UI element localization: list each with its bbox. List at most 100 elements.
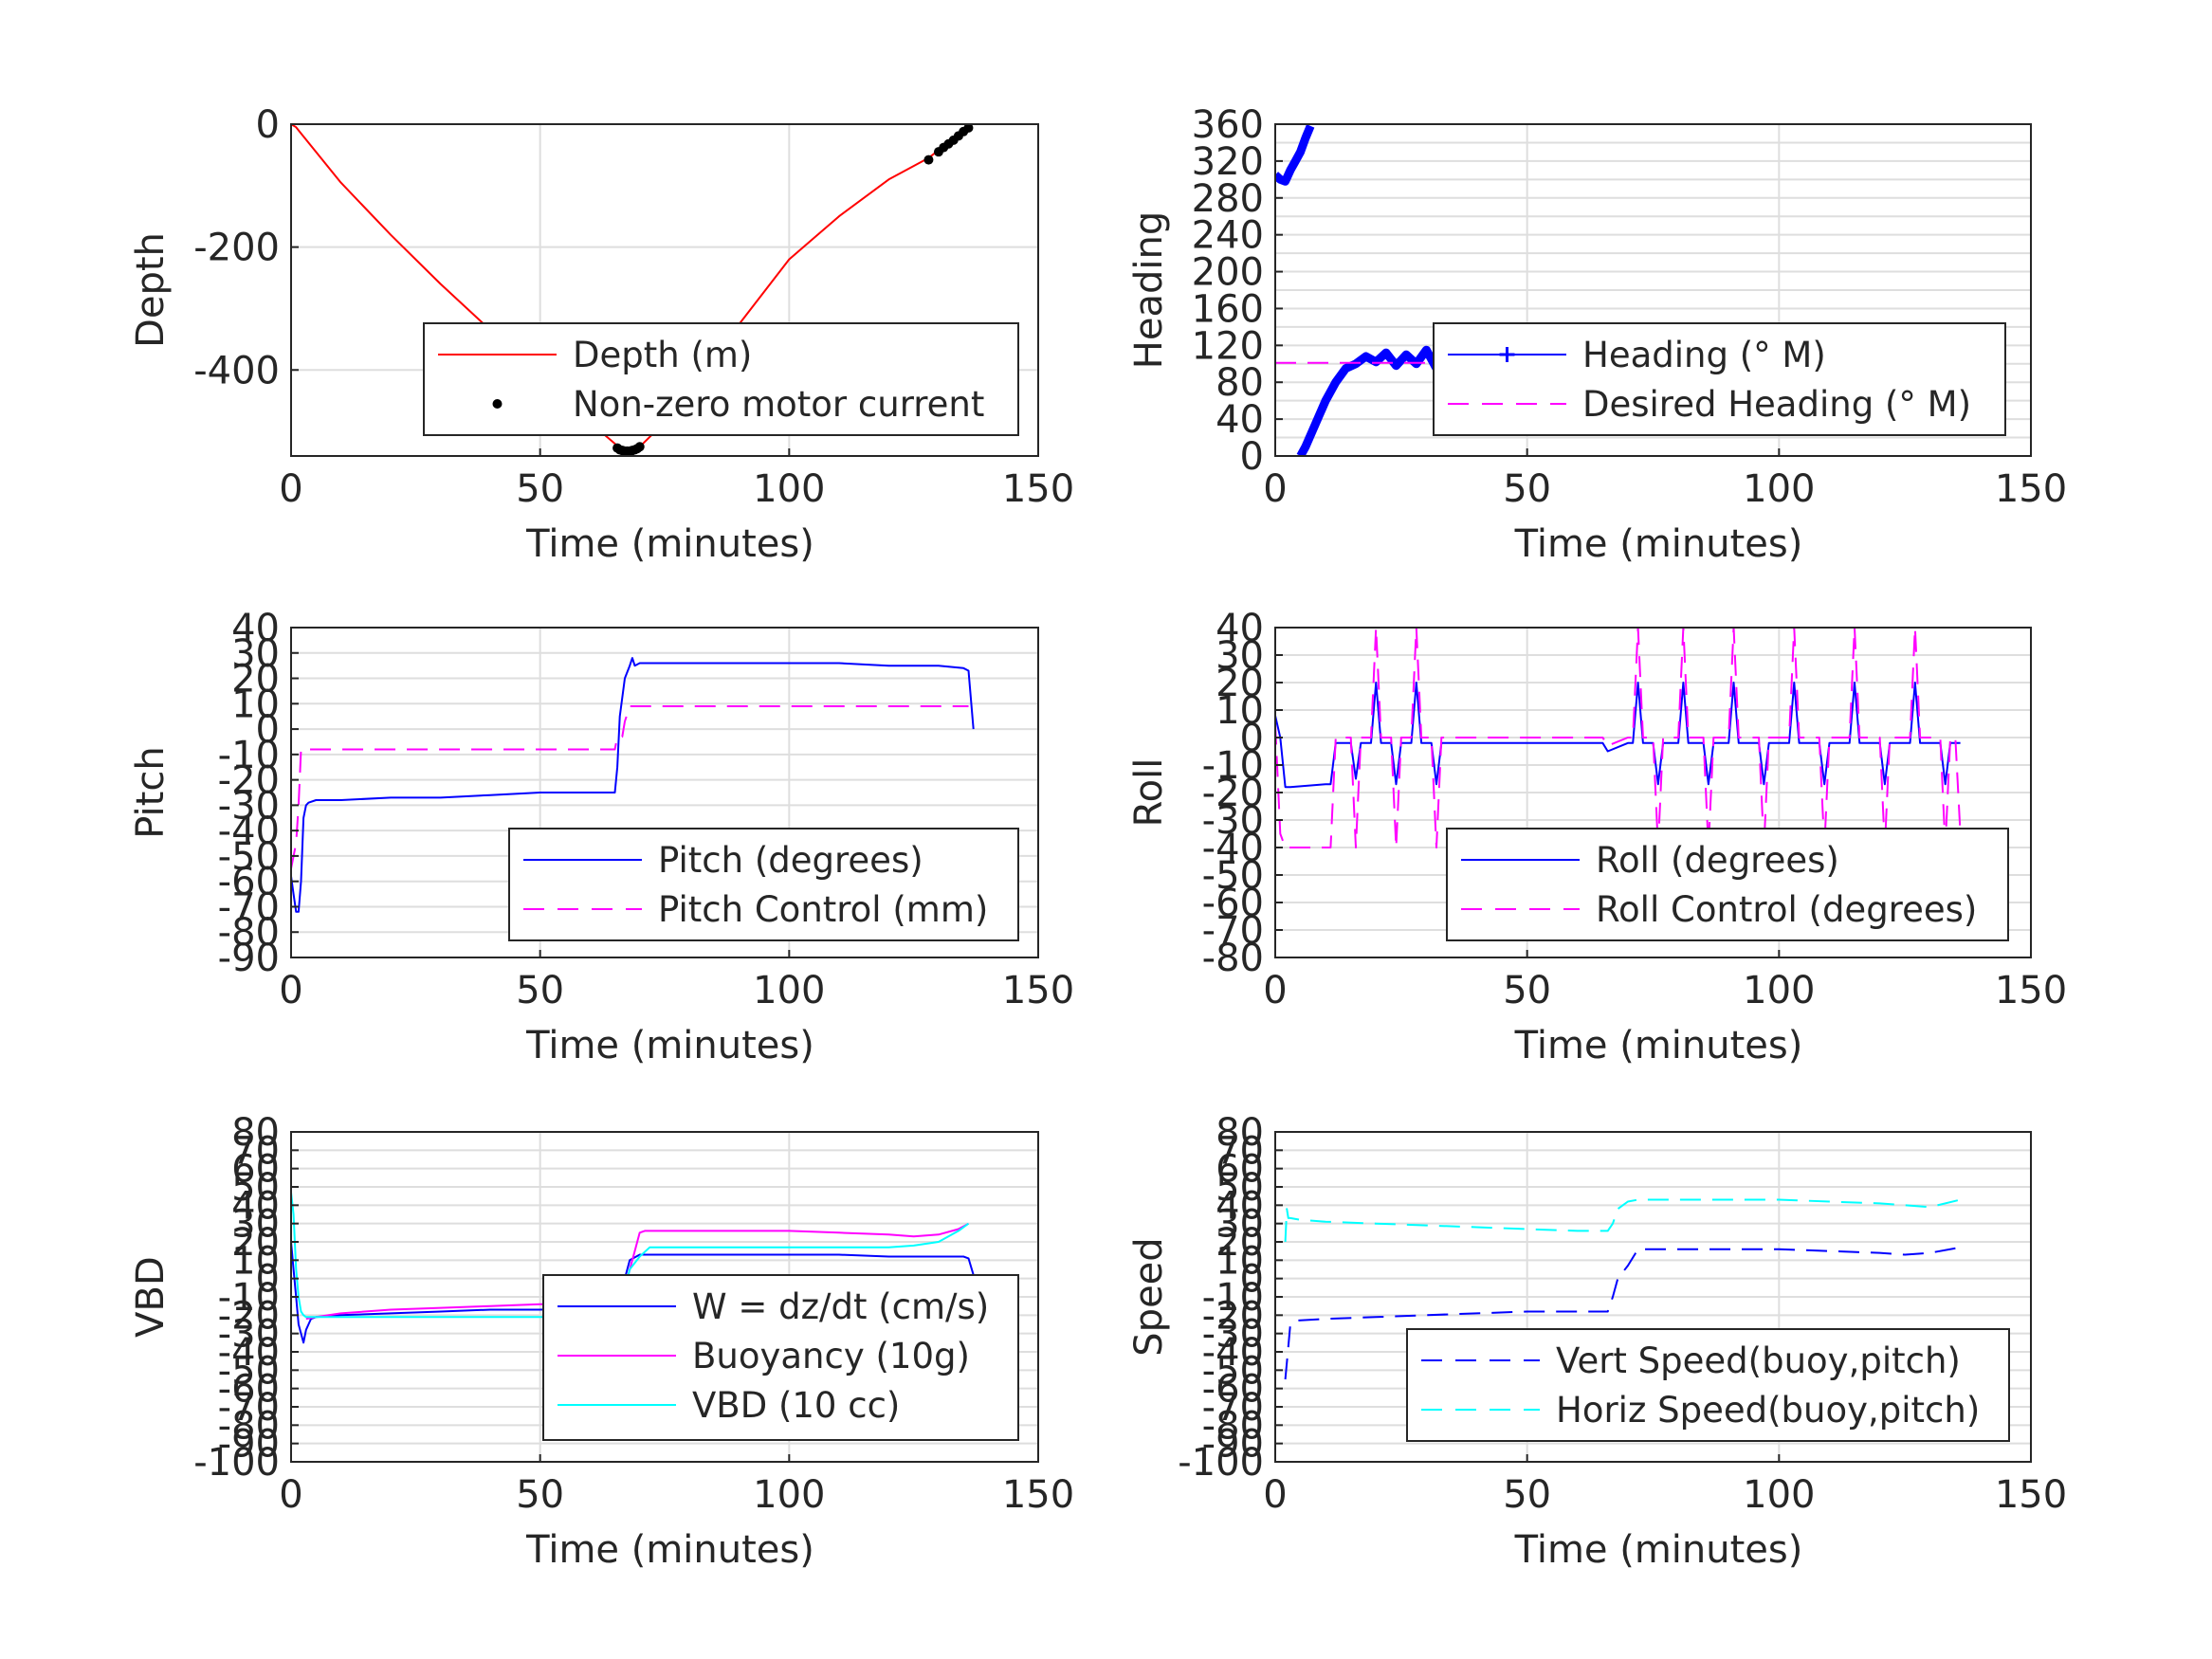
- series-non-zero-motor-current-point: [963, 124, 974, 133]
- y-tick-label: -20: [218, 759, 280, 803]
- chart-panel-2: 0 50 100 15004080120160200240280320360Time …: [1127, 103, 2067, 566]
- legend: Roll (degrees) Roll Control (degrees): [1446, 828, 2009, 941]
- y-tick-label: 240: [1192, 214, 1264, 258]
- x-tick-label: 50: [516, 969, 564, 1012]
- legend: Pitch (degrees) Pitch Control (mm): [508, 828, 1019, 941]
- y-tick-label: -60: [218, 1368, 280, 1412]
- plot-series-group: [1284, 1198, 1961, 1380]
- y-tick-label: 160: [1192, 287, 1264, 331]
- y-tick-label: -90: [218, 1423, 280, 1467]
- x-tick-label: 50: [1503, 969, 1551, 1012]
- y-tick-label: 80: [231, 1111, 280, 1155]
- series-heading-m-line: [1275, 124, 1315, 186]
- axes-frame: [1274, 123, 2032, 457]
- y-tick-label: 80: [1216, 361, 1264, 405]
- y-tick-label: 320: [1192, 140, 1264, 184]
- x-axis-label: Time (minutes): [525, 1528, 814, 1572]
- legend-entry-label: Roll Control (degrees): [1596, 889, 1977, 930]
- x-tick-label: 0: [1263, 969, 1287, 1012]
- y-tick-label: 40: [1216, 1184, 1264, 1228]
- y-tick-label: 10: [231, 683, 280, 726]
- y-axis-label: Heading: [1127, 211, 1171, 369]
- x-tick-label: 100: [1743, 467, 1815, 511]
- y-tick-label: -30: [1202, 799, 1264, 843]
- y-tick-label: -30: [218, 784, 280, 828]
- y-tick-label: 40: [231, 1184, 280, 1228]
- y-tick-label: -70: [218, 1386, 280, 1430]
- legend: W = dz/dt (cm/s) Buoyancy (10g) VBD (10 cc…: [542, 1274, 1019, 1441]
- x-tick-label: 150: [1002, 467, 1074, 511]
- x-tick-label: 0: [1263, 1473, 1287, 1517]
- y-tick-label: 0: [256, 708, 280, 752]
- x-tick-label: 0: [279, 969, 302, 1012]
- series-non-zero-motor-current-point: [634, 442, 645, 452]
- y-tick-label: 50: [1216, 1166, 1264, 1210]
- y-tick-label: -200: [193, 227, 280, 270]
- legend-entry-label: W = dz/dt (cm/s): [692, 1286, 989, 1327]
- y-tick-label: -70: [1202, 909, 1264, 953]
- x-tick-label: 150: [1995, 969, 2067, 1012]
- legend-box: [1406, 1328, 2010, 1442]
- y-tick-label: 30: [231, 1203, 280, 1247]
- x-tick-label: 0: [279, 467, 302, 511]
- y-tick-label: -70: [1202, 1386, 1264, 1430]
- chart-panel-3: 0 50 100 150403020100-10-20-30-40-50-60-70-…: [129, 607, 1074, 1067]
- y-tick-label: -100: [193, 1441, 280, 1485]
- x-tick-label: 50: [516, 467, 564, 511]
- y-tick-label: 10: [1216, 1239, 1264, 1283]
- y-tick-label: 50: [231, 1166, 280, 1210]
- y-tick-label: 0: [1240, 435, 1264, 479]
- y-tick-label: -50: [1202, 1349, 1264, 1393]
- legend-entry-label: Heading (° M): [1582, 335, 1826, 375]
- x-tick-label: 100: [1743, 969, 1815, 1012]
- y-tick-label: -60: [218, 861, 280, 904]
- y-tick-label: -20: [1202, 772, 1264, 815]
- legend-entry-label: Desired Heading (° M): [1582, 384, 1971, 425]
- legend-box: [423, 322, 1019, 436]
- y-tick-label: -60: [1202, 1368, 1264, 1412]
- legend: Vert Speed(buoy,pitch) Horiz Speed(buoy,p…: [1406, 1328, 2010, 1442]
- axes-frame: [290, 627, 1039, 958]
- y-tick-label: -40: [1202, 1331, 1264, 1375]
- y-tick-label: -50: [218, 1349, 280, 1393]
- y-tick-label: 20: [231, 1221, 280, 1265]
- y-tick-label: -80: [218, 911, 280, 955]
- series-buoyancy-10g-line: [305, 1222, 969, 1321]
- x-tick-label: 100: [1743, 1473, 1815, 1517]
- y-tick-label: -90: [218, 937, 280, 980]
- legend-entry-label: Pitch Control (mm): [658, 889, 988, 930]
- y-tick-label: -80: [1202, 1404, 1264, 1448]
- y-axis-label: Pitch: [129, 746, 173, 838]
- chart-panel-4: 0 50 100 150403020100-10-20-30-40-50-60-70-…: [1127, 607, 2067, 1067]
- y-tick-label: 10: [231, 1239, 280, 1283]
- y-tick-label: -30: [1202, 1313, 1264, 1357]
- legend: Heading (° M) Desired Heading (° M): [1433, 322, 2006, 436]
- y-tick-label: -30: [218, 1313, 280, 1357]
- y-tick-label: -50: [1202, 854, 1264, 898]
- x-tick-label: 0: [279, 1473, 302, 1517]
- y-tick-label: -10: [1202, 1276, 1264, 1320]
- y-tick-label: -20: [1202, 1294, 1264, 1338]
- y-tick-label: 40: [1216, 607, 1264, 650]
- y-tick-label: 280: [1192, 177, 1264, 221]
- y-tick-label: -60: [1202, 882, 1264, 925]
- legend-entry-label: Pitch (degrees): [658, 840, 923, 881]
- x-axis-label: Time (minutes): [525, 1024, 814, 1067]
- y-tick-label: 30: [231, 632, 280, 676]
- y-tick-label: 60: [1216, 1148, 1264, 1192]
- y-axis-label: Speed: [1127, 1237, 1171, 1356]
- chart-panel-1: 0 50 100 150 0 -200 -400 Time (minutes) Depth Dep…: [129, 103, 1074, 566]
- legend-entry-label: Depth (m): [573, 335, 752, 375]
- legend-box: [508, 828, 1019, 941]
- y-tick-label: 360: [1192, 103, 1264, 147]
- legend-entry-label: Buoyancy (10g): [692, 1336, 970, 1376]
- y-tick-label: 20: [231, 658, 280, 702]
- x-tick-label: 150: [1995, 1473, 2067, 1517]
- y-tick-label: 80: [1216, 1111, 1264, 1155]
- x-tick-label: 150: [1995, 467, 2067, 511]
- y-tick-label: 20: [1216, 1221, 1264, 1265]
- y-tick-label: -10: [1202, 744, 1264, 788]
- y-tick-label: 10: [1216, 689, 1264, 733]
- y-tick-label: -10: [218, 734, 280, 777]
